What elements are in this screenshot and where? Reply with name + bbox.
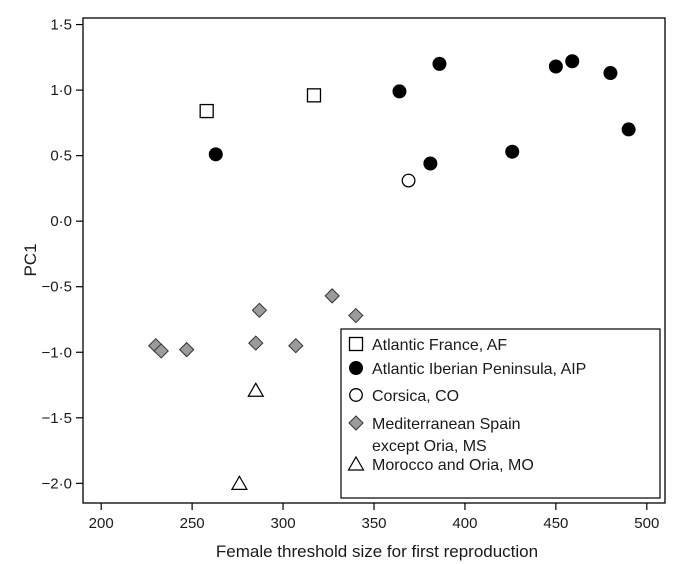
x-tick-label: 450 [543,515,568,532]
x-axis-title: Female threshold size for first reproduc… [216,542,538,561]
y-tick-label: 0·0 [50,213,72,230]
data-point [324,288,340,304]
x-tick-label: 200 [89,515,114,532]
data-point [288,337,304,354]
data-point [230,475,248,490]
x-tick-label: 300 [271,515,296,532]
legend-marker [349,361,363,375]
data-point [401,173,416,188]
legend-label: Atlantic Iberian Peninsula, AIP [372,361,586,378]
data-point [432,56,447,71]
data-point [153,343,169,359]
data-point [392,84,407,99]
data-point [603,66,618,81]
data-point [565,54,580,69]
legend-label: Corsica, CO [372,388,459,405]
x-axis: 200 250 300 350 400 450 500 [89,503,659,532]
data-points [148,54,636,490]
series-0 [199,88,322,119]
data-point [247,382,265,397]
data-point [505,144,520,159]
y-tick-label: −1·0 [42,344,72,361]
data-point [621,122,636,137]
legend-label: except Oria, MS [372,438,487,455]
series-4 [230,382,265,490]
y-tick-label: 1·5 [50,17,72,34]
series-3 [148,288,364,359]
legend-item: Mediterranean Spain except Oria, MS [348,415,521,455]
x-tick-label: 500 [634,515,659,532]
legend-label: Morocco and Oria, MO [372,457,534,474]
x-tick-label: 400 [452,515,477,532]
legend-item: Atlantic Iberian Peninsula, AIP [349,361,586,378]
legend-item: Atlantic France, AF [348,336,507,354]
legend-label: Atlantic France, AF [372,337,507,354]
data-point [199,103,214,119]
legend-item: Corsica, CO [349,388,459,405]
y-tick-label: 1·0 [50,82,72,99]
x-tick-label: 250 [180,515,205,532]
data-point [248,335,264,351]
series-1 [208,54,636,171]
y-axis-title: PC1 [21,243,40,276]
legend-marker [349,388,363,402]
data-point [423,156,438,171]
data-point [178,341,195,358]
legend-box [340,328,661,499]
y-tick-label: −1·5 [42,410,72,427]
legend: Atlantic France, AF Atlantic Iberian Peni… [340,328,661,499]
legend-marker [348,336,364,352]
data-point [251,302,268,319]
data-point [208,147,223,162]
data-point [548,59,563,74]
legend-label: Mediterranean Spain [372,416,521,433]
y-tick-label: 0·5 [50,148,72,165]
series-2 [401,173,416,188]
data-point [306,88,322,103]
data-point [348,307,364,324]
legend-marker [347,455,365,471]
legend-item: Morocco and Oria, MO [347,455,534,474]
y-tick-label: −2·0 [42,475,72,492]
y-axis: −2·0 −1·5 −1·0 −0·5 0·0 0·5 1·0 1·5 [42,17,83,492]
y-tick-label: −0·5 [42,279,72,296]
legend-marker [348,415,364,431]
x-tick-label: 350 [361,515,386,532]
